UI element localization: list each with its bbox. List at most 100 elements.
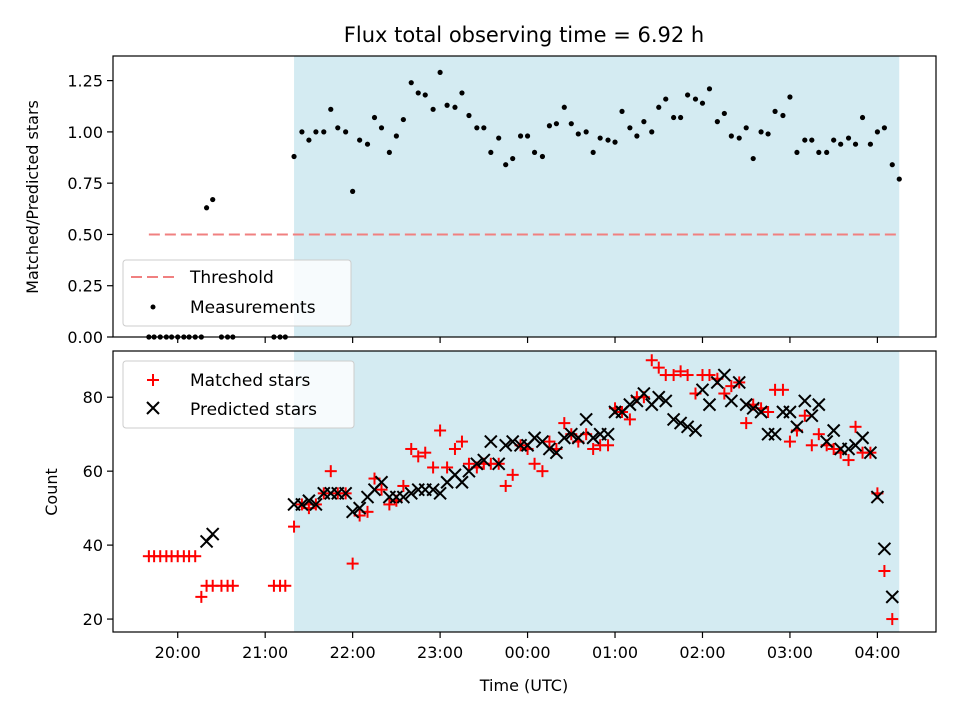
legend-measurements-swatch	[150, 304, 156, 310]
measurement-point	[845, 135, 852, 141]
predicted-star-point	[798, 394, 812, 408]
x-tick-label: 22:00	[330, 643, 376, 662]
measurement-point	[634, 133, 640, 139]
legend-predicted-label: Predicted stars	[190, 400, 317, 420]
measurement-point	[816, 149, 822, 156]
predicted-star-point	[637, 386, 651, 401]
bottom-y-axis-title: Count	[42, 468, 61, 516]
matched-star-point	[783, 435, 796, 448]
measurement-point	[452, 104, 458, 110]
x-tick-label: 21:00	[242, 643, 288, 662]
measurement-point	[685, 92, 691, 98]
bottom-panel-frame	[112, 350, 937, 633]
predicted-star-point	[870, 490, 885, 504]
x-tick-label: 23:00	[417, 643, 463, 662]
measurement-point	[378, 125, 385, 131]
predicted-star-point	[477, 453, 491, 467]
y-tick-label: 60	[83, 462, 103, 481]
predicted-star-point	[877, 542, 892, 556]
matched-star-point	[827, 442, 840, 455]
measurement-point	[692, 96, 699, 102]
predicted-star-point	[768, 427, 782, 441]
bottom-y-axis: 20 40 60 80	[83, 388, 113, 629]
measurement-point	[210, 196, 216, 203]
matched-star-point	[375, 483, 388, 496]
measurement-point	[496, 135, 502, 141]
matched-star-point	[623, 413, 636, 426]
predicted-star-point	[433, 486, 447, 501]
matched-star-point	[405, 442, 418, 455]
measurement-point	[553, 121, 560, 127]
predicted-star-point	[549, 445, 564, 460]
predicted-star-point	[352, 501, 367, 515]
measurement-point	[874, 129, 881, 135]
predicted-star-point	[455, 475, 469, 489]
measurement-point	[889, 162, 895, 168]
measurement-point	[649, 129, 655, 135]
matched-star-point	[189, 550, 202, 563]
predicted-star-point	[484, 434, 498, 449]
measurement-point	[605, 137, 611, 143]
measurement-point	[437, 69, 443, 76]
predicted-star-point	[863, 445, 878, 460]
x-axis-title: Time (UTC)	[479, 676, 568, 695]
predicted-star-point	[783, 405, 797, 419]
measurement-point	[400, 116, 406, 123]
measurement-point	[597, 135, 603, 141]
x-tick-label: 02:00	[679, 643, 725, 662]
x-axis: 20:00 21:00 22:00 23:00 00:00 01:00 02:00 03:00…	[155, 632, 900, 662]
matched-star-point	[499, 479, 512, 492]
matched-star-point	[812, 428, 825, 441]
predicted-star-point	[404, 486, 418, 501]
measurement-point	[671, 114, 677, 121]
measurement-point	[203, 205, 210, 211]
matched-star-point	[776, 383, 789, 396]
measurement-point	[896, 176, 902, 182]
predicted-star-point	[579, 412, 593, 427]
measurement-point	[364, 141, 371, 147]
matched-star-point	[397, 479, 410, 492]
predicted-star-point	[812, 397, 826, 412]
measurement-point	[474, 125, 480, 131]
top-legend-box	[122, 259, 352, 327]
predicted-star-point	[790, 420, 804, 434]
bottom-legend-box	[122, 360, 355, 429]
matched-star-point	[506, 468, 519, 481]
measurement-point	[772, 108, 778, 114]
predicted-star-point	[805, 408, 819, 423]
predicted-star-point	[470, 457, 484, 471]
predicted-star-point	[295, 497, 309, 512]
x-tick-label: 01:00	[592, 643, 638, 662]
measurement-point	[503, 162, 509, 168]
measurement-point	[335, 125, 341, 131]
legend-matched-label: Matched stars	[190, 371, 310, 391]
matched-star-point	[886, 613, 899, 626]
measurement-point	[619, 108, 625, 114]
matched-star-point	[441, 461, 454, 474]
top-panel-shaded-region	[294, 56, 900, 337]
legend-measurements-label: Measurements	[190, 298, 316, 318]
measurement-point	[561, 104, 567, 110]
y-tick-label: 0.00	[67, 328, 103, 347]
matched-star-point	[587, 442, 600, 455]
top-x-ticks	[177, 337, 879, 343]
predicted-star-point	[659, 394, 673, 408]
measurement-point	[568, 121, 574, 127]
matched-star-point	[427, 461, 440, 474]
measurement-point	[371, 114, 378, 121]
x-tick-label: 20:00	[155, 643, 201, 662]
top-y-axis-title: Matched/Predicted stars	[23, 100, 42, 294]
predicted-star-point	[205, 527, 220, 541]
measurement-point	[546, 123, 553, 129]
predicted-stars-series	[199, 368, 899, 604]
predicted-star-point	[498, 438, 513, 452]
predicted-star-point	[557, 431, 572, 445]
x-tick-label: 00:00	[505, 643, 551, 662]
predicted-star-point	[571, 431, 585, 445]
matched-star-point	[878, 564, 891, 577]
measurement-point	[590, 149, 596, 156]
matched-star-point	[455, 435, 468, 448]
x-tick-label: 04:00	[854, 643, 900, 662]
matched-star-point	[762, 406, 775, 419]
measurement-point	[852, 141, 859, 147]
